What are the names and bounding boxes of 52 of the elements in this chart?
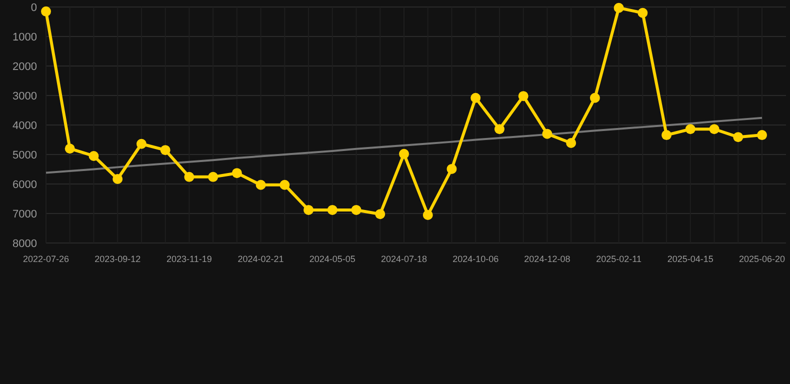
point — [757, 130, 767, 140]
point — [518, 91, 528, 102]
point — [709, 124, 720, 134]
y-tick-label: 4000 — [12, 120, 37, 132]
point — [590, 92, 600, 103]
x-tick-label: 2025-02-11 — [596, 254, 642, 264]
point — [446, 164, 457, 174]
point — [614, 2, 624, 13]
point — [304, 204, 314, 215]
point — [638, 8, 648, 18]
point — [733, 132, 744, 142]
point — [184, 172, 194, 182]
point — [41, 6, 51, 16]
y-tick-label: 1000 — [12, 31, 37, 44]
line-series — [45, 116, 763, 174]
point — [112, 174, 123, 184]
x-tick-label: 2023-11-19 — [166, 254, 212, 264]
x-tick-label: 2024-02-21 — [238, 254, 284, 264]
point — [566, 138, 576, 148]
point — [422, 210, 433, 220]
point — [375, 209, 386, 220]
point — [662, 130, 672, 140]
point — [351, 204, 362, 215]
point — [542, 128, 552, 139]
x-tick-label: 2022-07-26 — [22, 254, 70, 264]
point — [160, 145, 170, 156]
point — [64, 144, 75, 154]
x-tick-label: 2024-07-18 — [380, 254, 428, 264]
point — [208, 172, 218, 182]
x-tick-label: 2025-06-20 — [738, 254, 786, 264]
point — [494, 124, 504, 134]
y-tick-label: 0 — [30, 2, 37, 14]
point — [88, 150, 99, 161]
y-tick-label: 6000 — [12, 178, 37, 191]
y-tick-label: 7000 — [12, 208, 37, 220]
x-tick-label: 2025-04-15 — [667, 254, 714, 264]
x-tick-label: 2023-09-12 — [94, 254, 141, 264]
y-tick-label: 8000 — [12, 238, 37, 250]
y-tick-label: 3000 — [12, 90, 37, 102]
point — [470, 92, 481, 103]
point — [136, 138, 146, 149]
point — [256, 180, 266, 190]
y-tick-label: 5000 — [12, 149, 37, 162]
x-tick-label: 2024-10-06 — [452, 254, 499, 264]
point — [327, 204, 338, 215]
point — [685, 124, 696, 134]
point — [399, 148, 409, 159]
x-tick-label: 2024-12-08 — [524, 254, 570, 264]
x-tick-label: 2024-05-05 — [309, 254, 356, 264]
point — [280, 180, 290, 190]
y-tick-label: 2000 — [12, 60, 37, 73]
point — [232, 168, 242, 178]
